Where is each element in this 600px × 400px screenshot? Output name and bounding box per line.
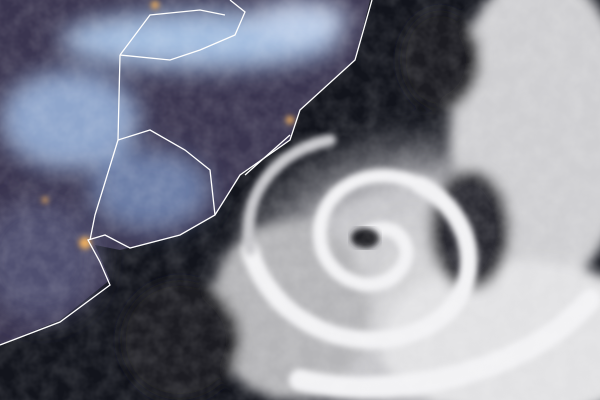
political-borders [0, 0, 373, 346]
